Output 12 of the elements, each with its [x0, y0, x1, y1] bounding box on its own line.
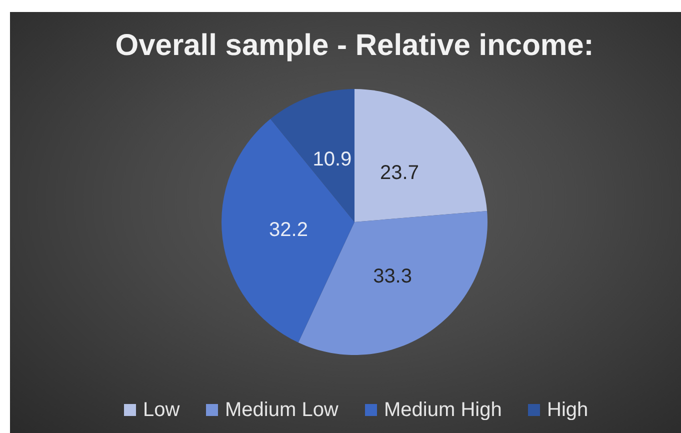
pie-slice — [354, 89, 488, 222]
legend-label: Medium Low — [225, 399, 339, 421]
data-label: 10.9 — [312, 148, 352, 170]
data-label: 23.7 — [380, 162, 419, 184]
legend-label: High — [547, 399, 588, 421]
data-label: 33.3 — [373, 266, 412, 288]
pie-slice — [270, 89, 354, 222]
legend-label: Medium High — [384, 399, 502, 421]
legend-label: Low — [143, 399, 180, 421]
data-label: 32.2 — [269, 219, 308, 242]
pie-slice — [222, 118, 354, 343]
chart-title: Overall sample - Relative income: — [115, 29, 594, 62]
